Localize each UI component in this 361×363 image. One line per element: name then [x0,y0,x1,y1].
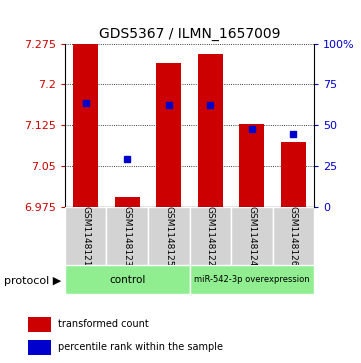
Bar [115,197,140,207]
Bar [73,44,98,207]
Bar [148,207,190,265]
Text: GSM1148121: GSM1148121 [81,206,90,266]
Bar [281,142,306,207]
Bar [273,207,314,265]
Bar [198,54,223,207]
Bar [65,265,190,294]
Text: miR-542-3p overexpression: miR-542-3p overexpression [194,275,310,284]
Text: GSM1148125: GSM1148125 [164,206,173,266]
Bar [239,124,264,207]
Text: control: control [109,274,145,285]
Bar [190,207,231,265]
Bar [231,207,273,265]
Bar [28,339,51,355]
Bar [156,62,181,207]
Bar [65,207,106,265]
Text: percentile rank within the sample: percentile rank within the sample [58,342,223,352]
Text: protocol ▶: protocol ▶ [4,276,61,286]
Title: GDS5367 / ILMN_1657009: GDS5367 / ILMN_1657009 [99,27,280,41]
Text: GSM1148123: GSM1148123 [123,206,132,266]
Bar [190,265,314,294]
Text: GSM1148122: GSM1148122 [206,206,215,266]
Bar [106,207,148,265]
Text: GSM1148124: GSM1148124 [247,206,256,266]
Text: transformed count: transformed count [58,319,148,330]
Bar [28,317,51,332]
Text: GSM1148126: GSM1148126 [289,206,298,266]
